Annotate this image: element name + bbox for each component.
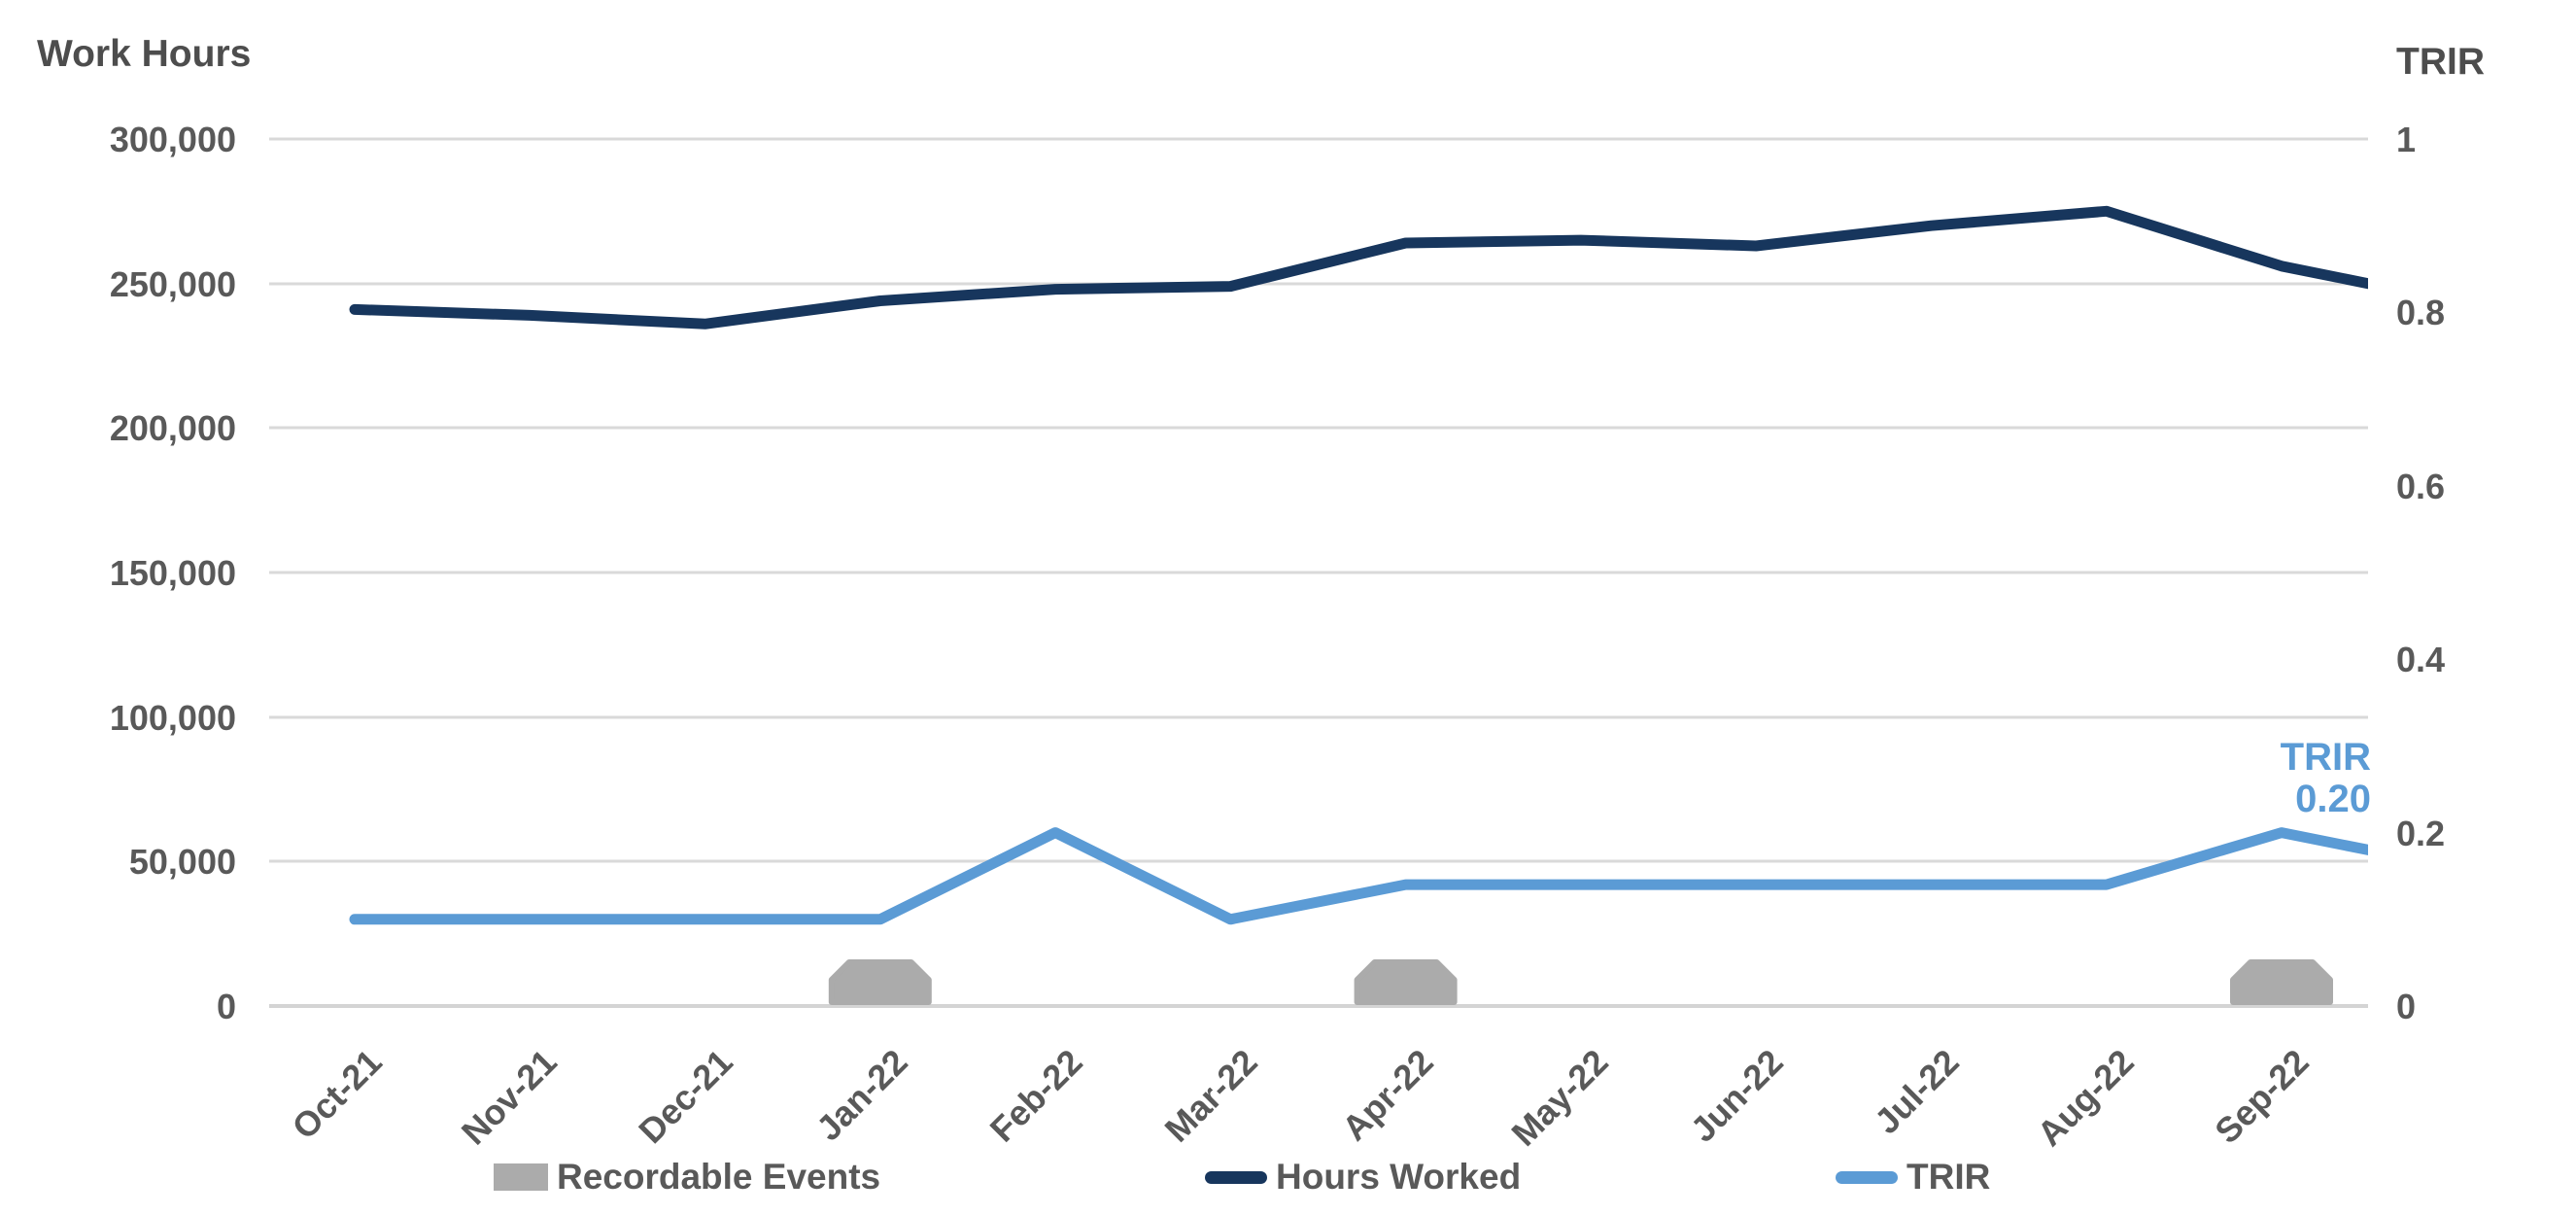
- recordable-events-bar: [1354, 959, 1458, 1005]
- recordable-events-bars: [828, 959, 2333, 1005]
- trir-line: [349, 827, 2368, 925]
- right-tick: 1: [2396, 120, 2416, 159]
- left-axis-title: Work Hours: [37, 33, 252, 75]
- left-tick: 200,000: [110, 408, 236, 448]
- x-label: Jan-22: [808, 1042, 915, 1149]
- trir-swatch: [1836, 1170, 1898, 1184]
- trir-annotation-line1: TRIR: [2281, 736, 2371, 779]
- recordable-events-bar: [2230, 959, 2333, 1005]
- legend-label-recordable-events: Recordable Events: [557, 1157, 881, 1197]
- x-label: Feb-22: [982, 1042, 1090, 1150]
- x-axis-labels: Oct-21 Nov-21 Dec-21 Jan-22 Feb-22 Mar-2…: [284, 1042, 2316, 1154]
- right-tick: 0.2: [2396, 814, 2445, 853]
- x-label: Dec-21: [631, 1042, 739, 1151]
- legend-label-hours-worked: Hours Worked: [1276, 1157, 1522, 1197]
- legend-item-hours-worked: Hours Worked: [1205, 1155, 1521, 1199]
- trir-annotation-line2: 0.20: [2295, 778, 2371, 820]
- x-label: Oct-21: [284, 1042, 389, 1147]
- right-axis-title: TRIR: [2396, 41, 2485, 83]
- trir-annotation: TRIR 0.20: [2281, 736, 2371, 820]
- left-tick: 150,000: [110, 553, 236, 593]
- x-label: May-22: [1503, 1042, 1615, 1154]
- left-tick: 250,000: [110, 264, 236, 304]
- right-tick: 0.8: [2396, 293, 2445, 332]
- right-tick: 0: [2396, 987, 2416, 1026]
- x-label: Sep-22: [2207, 1042, 2316, 1151]
- x-label: Mar-22: [1157, 1042, 1265, 1150]
- left-tick: 300,000: [110, 120, 236, 159]
- x-label: Apr-22: [1334, 1042, 1441, 1149]
- x-label: Aug-22: [2029, 1042, 2141, 1154]
- legend-item-recordable-events: Recordable Events: [494, 1155, 880, 1199]
- gridlines: [269, 137, 2368, 1008]
- x-label: Nov-21: [454, 1042, 565, 1153]
- legend-item-trir: TRIR: [1836, 1155, 1990, 1199]
- recordable-events-bar: [828, 959, 932, 1005]
- left-tick: 0: [217, 987, 236, 1026]
- x-label: Jun-22: [1683, 1042, 1791, 1150]
- left-tick: 100,000: [110, 698, 236, 738]
- left-axis-ticks: 300,000 250,000 200,000 150,000 100,000 …: [110, 120, 236, 1026]
- x-label: Jul-22: [1867, 1042, 1967, 1142]
- hours-worked-swatch: [1205, 1170, 1267, 1184]
- right-tick: 0.4: [2396, 640, 2445, 679]
- hours-worked-line: [349, 205, 2368, 330]
- recordable-events-swatch: [494, 1163, 548, 1191]
- right-axis-ticks: 1 0.8 0.6 0.4 0.2 0: [2396, 120, 2445, 1026]
- legend-label-trir: TRIR: [1906, 1157, 1991, 1197]
- left-tick: 50,000: [129, 842, 236, 882]
- right-tick: 0.6: [2396, 467, 2445, 506]
